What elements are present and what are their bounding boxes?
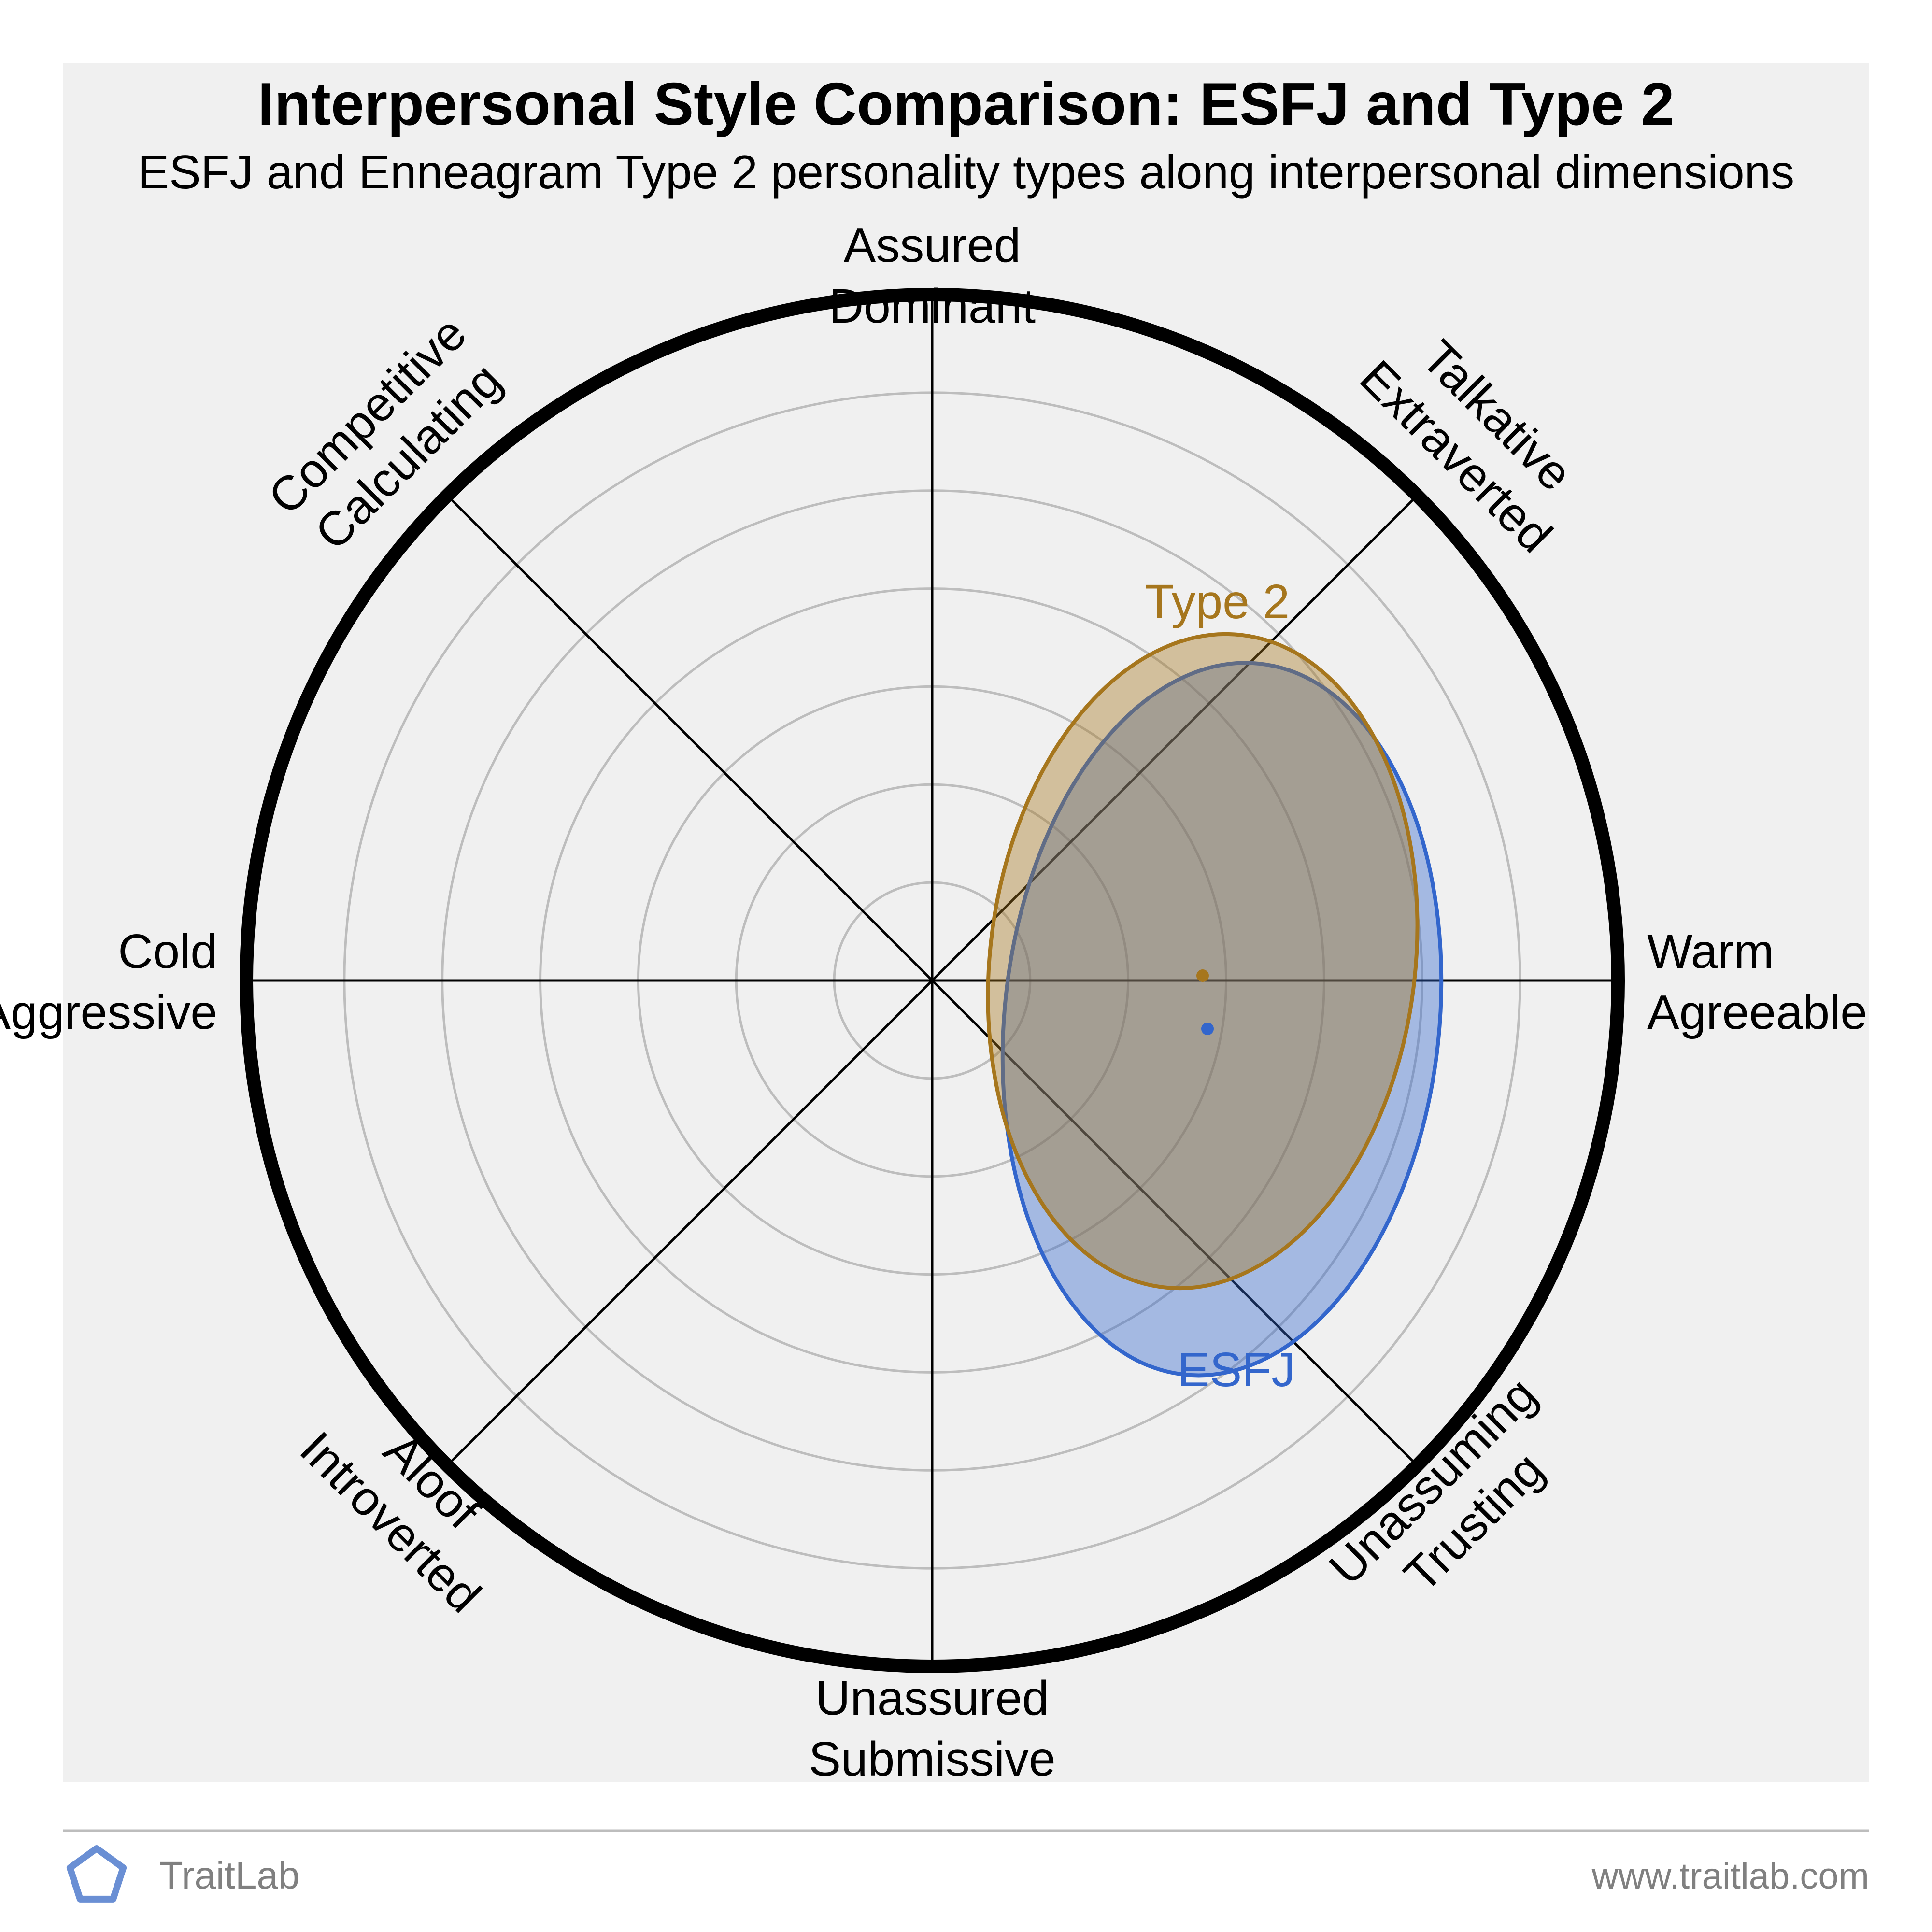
chart-title: Interpersonal Style Comparison: ESFJ and… <box>257 71 1674 138</box>
esfj-label: ESFJ <box>1178 1343 1295 1397</box>
type2-center-dot <box>1196 969 1209 982</box>
axis-label-top-line2: Dominant <box>829 279 1036 333</box>
esfj-center-dot <box>1201 1023 1214 1035</box>
type2-label: Type 2 <box>1145 575 1290 629</box>
chart-container: Interpersonal Style Comparison: ESFJ and… <box>0 0 1932 1932</box>
axis-label-top-line1: Assured <box>844 218 1021 272</box>
axis-label-left-line1: Cold <box>118 924 217 979</box>
axis-label-left-line2: Aggressive <box>0 985 217 1039</box>
chart-subtitle: ESFJ and Enneagram Type 2 personality ty… <box>138 145 1794 199</box>
footer-brand: TraitLab <box>159 1854 300 1897</box>
footer-url: www.traitlab.com <box>1591 1856 1869 1897</box>
axis-label-bottom-line1: Unassured <box>815 1671 1049 1725</box>
axis-label-right-line1: Warm <box>1647 924 1774 979</box>
axis-label-right-line2: Agreeable <box>1647 985 1867 1039</box>
circumplex-chart: Interpersonal Style Comparison: ESFJ and… <box>0 0 1932 1932</box>
axis-label-bottom-line2: Submissive <box>809 1732 1055 1786</box>
